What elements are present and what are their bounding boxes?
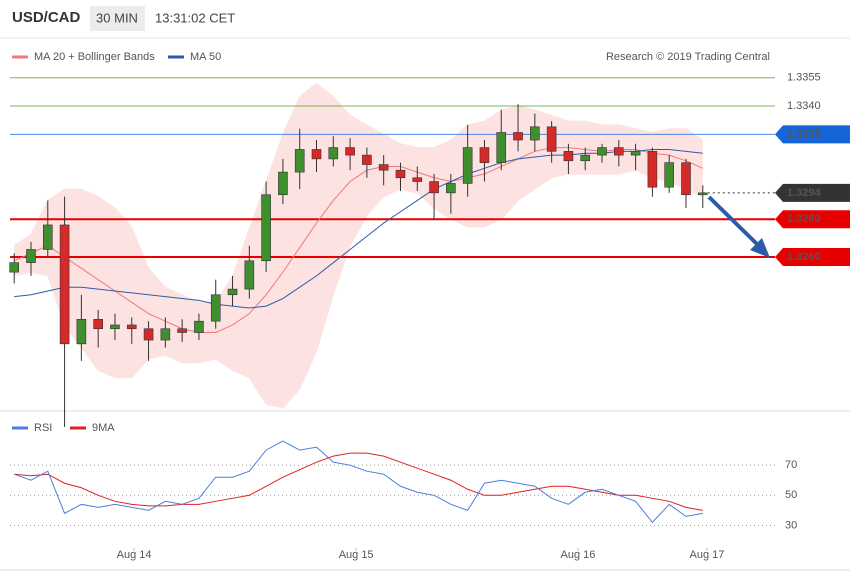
candle-body (110, 324, 120, 330)
price-label: 1.3294 (787, 187, 822, 199)
price-label: 1.3260 (787, 251, 821, 263)
candle-body (328, 147, 339, 160)
forecast-arrowhead (750, 238, 770, 258)
candle-body (9, 262, 19, 273)
pair-title: USD/CAD (12, 9, 81, 26)
candle-body (546, 126, 557, 152)
price-tag (775, 248, 850, 267)
band-lower (14, 169, 703, 409)
price-label: 1.3355 (787, 72, 821, 84)
price-label: 1.3280 (787, 213, 821, 225)
indicator-line (14, 440, 703, 524)
price-label: 1.3340 (787, 100, 821, 112)
moving-average (13, 147, 703, 334)
forecast-arrow (707, 195, 762, 249)
credit: Research © 2019 Trading Central (606, 51, 770, 63)
candle-body (160, 328, 171, 341)
moving-average (14, 148, 703, 309)
price-tag (775, 210, 850, 229)
candle-body (362, 154, 372, 165)
candle-body (378, 164, 389, 171)
candle-body (210, 294, 221, 322)
candle-body (462, 147, 473, 184)
candle-body (630, 151, 641, 156)
legend-label: RSI (34, 422, 52, 434)
timeframe-box (90, 6, 145, 31)
candle-body (412, 177, 423, 182)
candle-body (395, 169, 406, 179)
candle-body (496, 132, 507, 163)
bollinger-band (14, 83, 703, 409)
candle-body (76, 319, 87, 345)
candle-body (530, 126, 540, 141)
y-tick-label: 50 (785, 489, 797, 501)
indicator-line (14, 452, 703, 511)
candle-body (26, 249, 36, 263)
candle-body (42, 224, 53, 250)
price-tag (775, 125, 850, 144)
x-tick-label: Aug 16 (561, 549, 596, 561)
candle-body (294, 149, 305, 173)
candle-body (513, 132, 523, 141)
x-tick-label: Aug 17 (690, 549, 725, 561)
y-tick-label: 30 (785, 519, 797, 531)
candle-body (664, 162, 674, 188)
x-tick-label: Aug 15 (339, 549, 374, 561)
candle-body (647, 151, 658, 188)
time: 13:31:02 CET (155, 10, 235, 25)
candle-body (278, 171, 288, 196)
candle-body (194, 320, 204, 333)
candle-body (597, 147, 607, 156)
band-upper (13, 82, 704, 303)
candle-body (580, 154, 591, 162)
candle-body (126, 324, 137, 330)
y-tick-label: 70 (785, 459, 797, 471)
candle-body (311, 149, 322, 160)
candle-body (244, 260, 255, 290)
candle-body (614, 147, 624, 156)
plot: 1.3355 1.3340 1.3325 1.3294 1.3280 1.3260 MA 2… (9, 51, 850, 561)
candle-body (177, 328, 187, 333)
legend-label: MA 50 (190, 51, 221, 63)
candle-body (446, 183, 456, 194)
legend-label: 9MA (92, 422, 115, 434)
candle-body (261, 194, 271, 262)
candle-body (59, 224, 70, 345)
timeframe: 30 MIN (96, 10, 138, 25)
candle-body (93, 319, 103, 330)
candle-body (227, 288, 238, 296)
price-label: 1.3325 (787, 128, 821, 140)
candle-body (429, 181, 439, 194)
candle-body (345, 147, 355, 156)
legend-label: MA 20 + Bollinger Bands (34, 51, 155, 63)
candle-body (563, 151, 574, 162)
candle-body (479, 147, 490, 163)
x-tick-label: Aug 14 (117, 549, 152, 561)
candle-body (143, 328, 154, 341)
price-tag (775, 183, 850, 202)
candle-body (697, 192, 708, 196)
candle-body (681, 162, 691, 196)
